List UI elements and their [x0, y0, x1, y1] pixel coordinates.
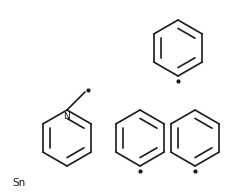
Text: Sn: Sn [12, 178, 25, 188]
Text: N: N [64, 112, 70, 121]
